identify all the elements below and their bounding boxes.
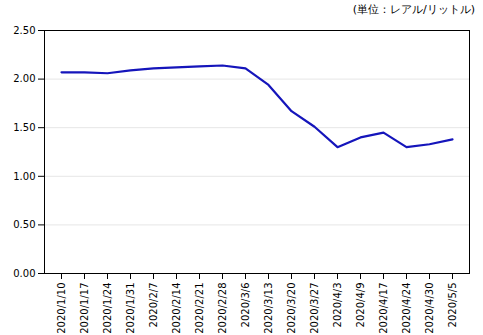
svg-text:2020/2/21: 2020/2/21 bbox=[194, 283, 205, 334]
svg-text:2020/1/31: 2020/1/31 bbox=[125, 283, 136, 334]
svg-text:2.50: 2.50 bbox=[13, 25, 35, 36]
svg-text:2020/1/17: 2020/1/17 bbox=[79, 283, 90, 334]
svg-text:2020/4/24: 2020/4/24 bbox=[401, 283, 412, 334]
svg-text:0.00: 0.00 bbox=[13, 268, 35, 279]
svg-text:2020/3/6: 2020/3/6 bbox=[240, 283, 251, 328]
svg-text:2020/4/17: 2020/4/17 bbox=[378, 283, 389, 334]
svg-text:2020/3/27: 2020/3/27 bbox=[309, 283, 320, 334]
svg-text:2020/5/5: 2020/5/5 bbox=[447, 283, 458, 328]
svg-text:2020/4/30: 2020/4/30 bbox=[424, 283, 435, 334]
svg-text:0.50: 0.50 bbox=[13, 219, 35, 230]
svg-text:2020/2/7: 2020/2/7 bbox=[148, 283, 159, 328]
svg-text:1.00: 1.00 bbox=[13, 171, 35, 182]
svg-text:2020/1/10: 2020/1/10 bbox=[56, 283, 67, 334]
svg-text:2020/4/3: 2020/4/3 bbox=[332, 283, 343, 328]
svg-text:2020/3/20: 2020/3/20 bbox=[286, 283, 297, 334]
svg-text:2020/1/24: 2020/1/24 bbox=[102, 283, 113, 334]
svg-text:2.00: 2.00 bbox=[13, 73, 35, 84]
svg-text:2020/2/14: 2020/2/14 bbox=[171, 283, 182, 334]
svg-text:2020/2/28: 2020/2/28 bbox=[217, 283, 228, 334]
svg-text:2020/3/13: 2020/3/13 bbox=[263, 283, 274, 334]
svg-text:2020/4/9: 2020/4/9 bbox=[355, 283, 366, 328]
svg-text:1.50: 1.50 bbox=[13, 122, 35, 133]
html-text:(単位：レアル/リットル): (単位：レアル/リットル) bbox=[352, 3, 475, 16]
